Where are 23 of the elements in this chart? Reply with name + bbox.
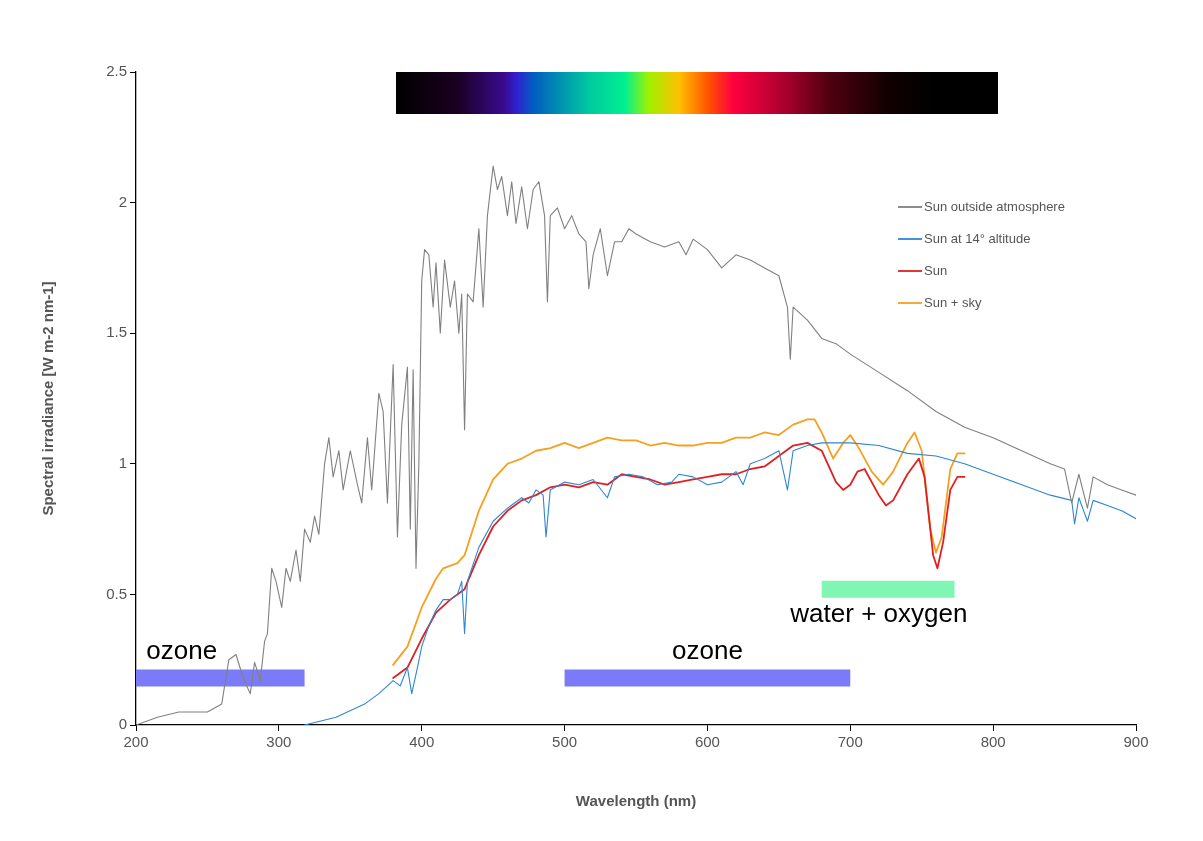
legend-label: Sun at 14° altitude <box>924 230 1031 246</box>
x-tick-label: 400 <box>409 733 435 751</box>
x-axis-title: Wavelength (nm) <box>575 792 697 810</box>
x-tick-label: 900 <box>1123 733 1149 751</box>
y-axis-title: Spectral irradiance [W m-2 nm-1] <box>39 281 57 516</box>
legend-label: Sun <box>924 262 948 278</box>
x-tick-label: 600 <box>694 733 720 751</box>
y-tick-label: 0 <box>118 715 127 733</box>
x-tick-label: 700 <box>837 733 863 751</box>
annotation: ozone <box>672 635 743 666</box>
y-tick-label: 2 <box>118 192 127 210</box>
annotation: water + oxygen <box>789 598 968 629</box>
annotation: ozone <box>146 635 218 666</box>
x-tick-label: 200 <box>123 733 149 751</box>
x-tick-label: 500 <box>552 733 578 751</box>
x-tick-label: 300 <box>266 733 292 751</box>
legend-label: Sun outside atmosphere <box>924 198 1065 214</box>
x-tick-label: 800 <box>980 733 1006 751</box>
legend-label: Sun + sky <box>924 294 982 310</box>
y-tick-label: 0.5 <box>106 584 127 602</box>
y-tick-label: 2.5 <box>106 62 127 80</box>
y-tick-label: 1 <box>118 453 127 471</box>
y-tick-label: 1.5 <box>106 323 127 341</box>
